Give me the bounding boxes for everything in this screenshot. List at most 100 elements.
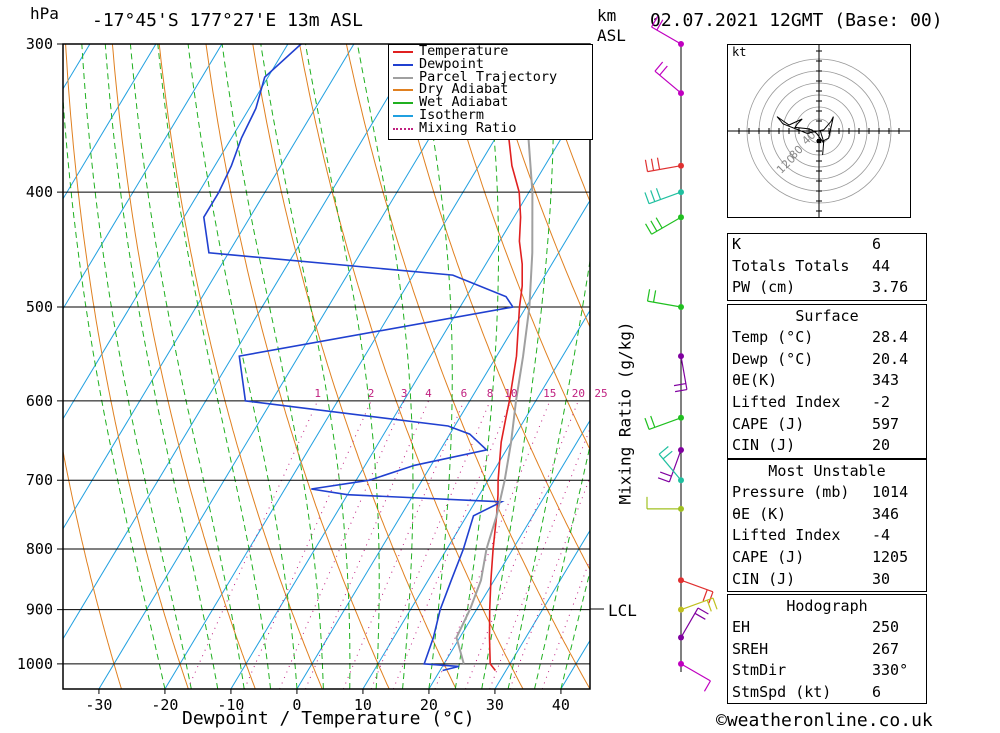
param-row: Totals Totals 44 (732, 256, 891, 275)
dry-adiabat-line (439, 44, 590, 451)
legend-item-wet-adiabat: Wet Adiabat (389, 95, 592, 109)
mixing-ratio-line (305, 400, 429, 689)
pressure-tick-label: 800 (26, 540, 53, 558)
dry-adiabat-line (252, 44, 457, 689)
surface-title: Surface (795, 307, 859, 325)
param-row: StmSpd (kt) 6 (732, 683, 882, 702)
param-row: CAPE (J) 597 (732, 414, 900, 433)
pressure-tick-label: 1000 (17, 655, 53, 673)
mixing-ratio-line (489, 427, 590, 689)
dry-adiabat-line (63, 448, 122, 689)
most-unstable-table: Most Unstable Pressure (mb) 1014 θE (K) 34… (727, 459, 927, 592)
wet-adiabat-line (129, 44, 245, 689)
wet-adiabat-line (305, 44, 380, 689)
temperature-tick-label: -30 (85, 696, 112, 714)
dry-adiabat-line (111, 44, 256, 689)
mixing-ratio-line (187, 400, 319, 689)
wet-adiabat-line (104, 44, 219, 689)
series-parcel-trajectory (455, 44, 534, 665)
param-row: CAPE (J) 1205 (732, 548, 909, 567)
hodograph-panel: 40 80 120 kt (727, 44, 911, 218)
mixing-ratio-line (370, 400, 491, 689)
mixing-ratio-line (465, 400, 579, 689)
footer-credit: ©weatheronline.co.uk (716, 710, 933, 731)
mixing-ratio-axis-label: Mixing Ratio (g/kg) (615, 321, 635, 505)
wet-adiabat-line (356, 44, 414, 689)
mu-title: Most Unstable (768, 462, 886, 480)
isotherm-line (362, 309, 590, 689)
storm-motion-marker (817, 139, 821, 143)
hodo-title: Hodograph (786, 597, 868, 615)
mixing-ratio-line (434, 400, 551, 689)
datetime-title: 02.07.2021 12GMT (Base: 00) (650, 10, 943, 31)
isotherm-line (0, 44, 24, 689)
wet-adiabat-line (507, 257, 590, 689)
isotherm-line (164, 44, 553, 689)
mixing-ratio-line (279, 400, 405, 689)
legend-item-temperature: Temperature (389, 44, 592, 58)
pressure-tick-label: 400 (26, 183, 53, 201)
km-label: km (597, 6, 617, 25)
temperature-tick-label: -10 (217, 696, 244, 714)
wet-adiabat-line (481, 44, 554, 689)
pressure-tick-label: 500 (26, 298, 53, 316)
pressure-tick-label: 600 (26, 392, 53, 410)
isotherm-line (63, 44, 157, 200)
mixing-ratio-label: 20 (572, 387, 585, 400)
asl-label: ASL (597, 26, 626, 45)
isotherm-line (230, 89, 590, 689)
wet-adiabat-line (260, 44, 351, 689)
legend-item-isotherm: Isotherm (389, 108, 592, 122)
dry-adiabat-line (392, 44, 590, 571)
param-row: Lifted Index -4 (732, 526, 891, 545)
wet-adiabat-line (187, 44, 298, 689)
pressure-tick-label: 700 (26, 471, 53, 489)
isotherm-line (63, 44, 289, 420)
temperature-tick-label: 20 (420, 696, 438, 714)
mixing-ratio-label: 15 (543, 387, 556, 400)
param-row: θE (K) 346 (732, 504, 900, 523)
dry-adiabat-line (65, 44, 189, 689)
location-title: -17°45'S 177°27'E 13m ASL (92, 10, 363, 31)
param-row: StmDir 330° (732, 661, 909, 680)
isotherm-line (296, 199, 590, 689)
series-temperature (485, 44, 523, 671)
dry-adiabat-line (955, 44, 1000, 689)
mixing-ratio-label: 4 (425, 387, 432, 400)
isotherm-line (63, 44, 223, 310)
param-row: SREH 267 (732, 639, 900, 658)
dry-adiabat-line (345, 44, 590, 689)
mixing-ratio-line (541, 558, 590, 689)
mixing-ratio-label: 6 (461, 387, 468, 400)
series-dewpoint (202, 44, 515, 672)
mixing-ratio-label: 2 (368, 387, 375, 400)
hpa-unit-label: hPa (30, 4, 59, 23)
x-axis-label: Dewpoint / Temperature (°C) (182, 708, 475, 729)
wet-adiabat-line (157, 44, 271, 689)
legend-item-mixing-ratio: Mixing Ratio (389, 121, 592, 135)
isotherm-line (63, 44, 91, 90)
mixing-ratio-label: 25 (594, 387, 607, 400)
wet-adiabat-line (81, 44, 192, 689)
dry-adiabat-line (205, 44, 390, 689)
param-row: PW (cm) 3.76 (732, 278, 909, 297)
hodograph-unit: kt (732, 45, 747, 59)
isotherm-line (98, 44, 487, 689)
param-row: Lifted Index -2 (732, 393, 891, 412)
temperature-tick-label: 40 (552, 696, 570, 714)
temperature-tick-label: -20 (151, 696, 178, 714)
wet-adiabat-line (560, 569, 590, 689)
temperature-tick-label: 0 (292, 696, 301, 714)
param-row: Pressure (mb) 1014 (732, 483, 909, 501)
hodograph-table: Hodograph EH 250 SREH 267 StmDir 330° StmSp… (727, 594, 927, 704)
mixing-ratio-line (342, 400, 465, 689)
dry-adiabat-line (486, 44, 590, 329)
param-row: CIN (J) 20 (732, 436, 891, 455)
param-row: CIN (J) 30 (732, 569, 891, 588)
isotherm-line (428, 419, 590, 689)
legend-item-parcel: Parcel Trajectory (389, 70, 592, 84)
param-row: Temp (°C) 28.4 (732, 328, 909, 346)
temperature-tick-label: 10 (354, 696, 372, 714)
